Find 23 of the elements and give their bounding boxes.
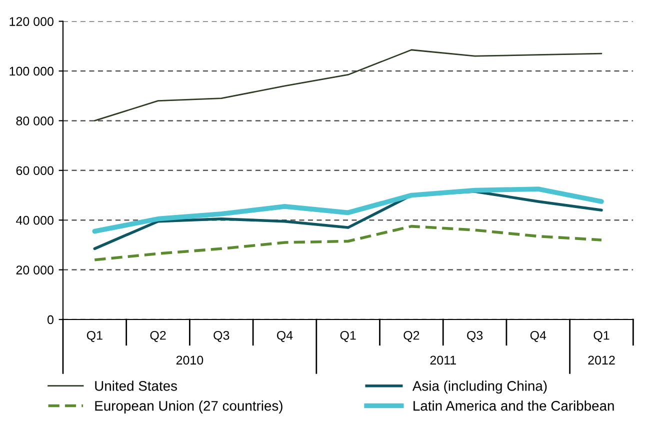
x-tick-label: Q1 [594,330,610,342]
y-tick-label: 100 000 [10,66,54,76]
y-tick-label: 60 000 [16,166,54,176]
x-tick-label: Q3 [467,330,483,342]
x-tick-label: Q1 [86,330,102,342]
y-tick-label: 80 000 [16,116,54,126]
text: 2010 [176,356,204,365]
x-tick-label: Q2 [404,330,420,342]
x-tick-label: Q4 [530,330,546,342]
y-tick-label: 20 000 [16,266,54,274]
text: 2012 [588,356,615,365]
legend-label: Asia (including China) [412,380,547,394]
legend-label: Latin America and the Caribbean [414,400,614,411]
x-tick-label: Q2 [150,330,166,342]
x-tick-label: Q1 [340,330,356,342]
x-tick-label: Q4 [276,330,293,342]
y-tick-label: 40 000 [16,216,54,225]
x-tick-label: Q3 [214,330,230,342]
legend-label: European Union (27 countries) [95,400,282,414]
text: 2011 [430,356,456,365]
y-tick-label: 0 [47,315,54,324]
y-tick-label: 120 000 [10,17,54,26]
legend-label: United States [95,380,178,391]
